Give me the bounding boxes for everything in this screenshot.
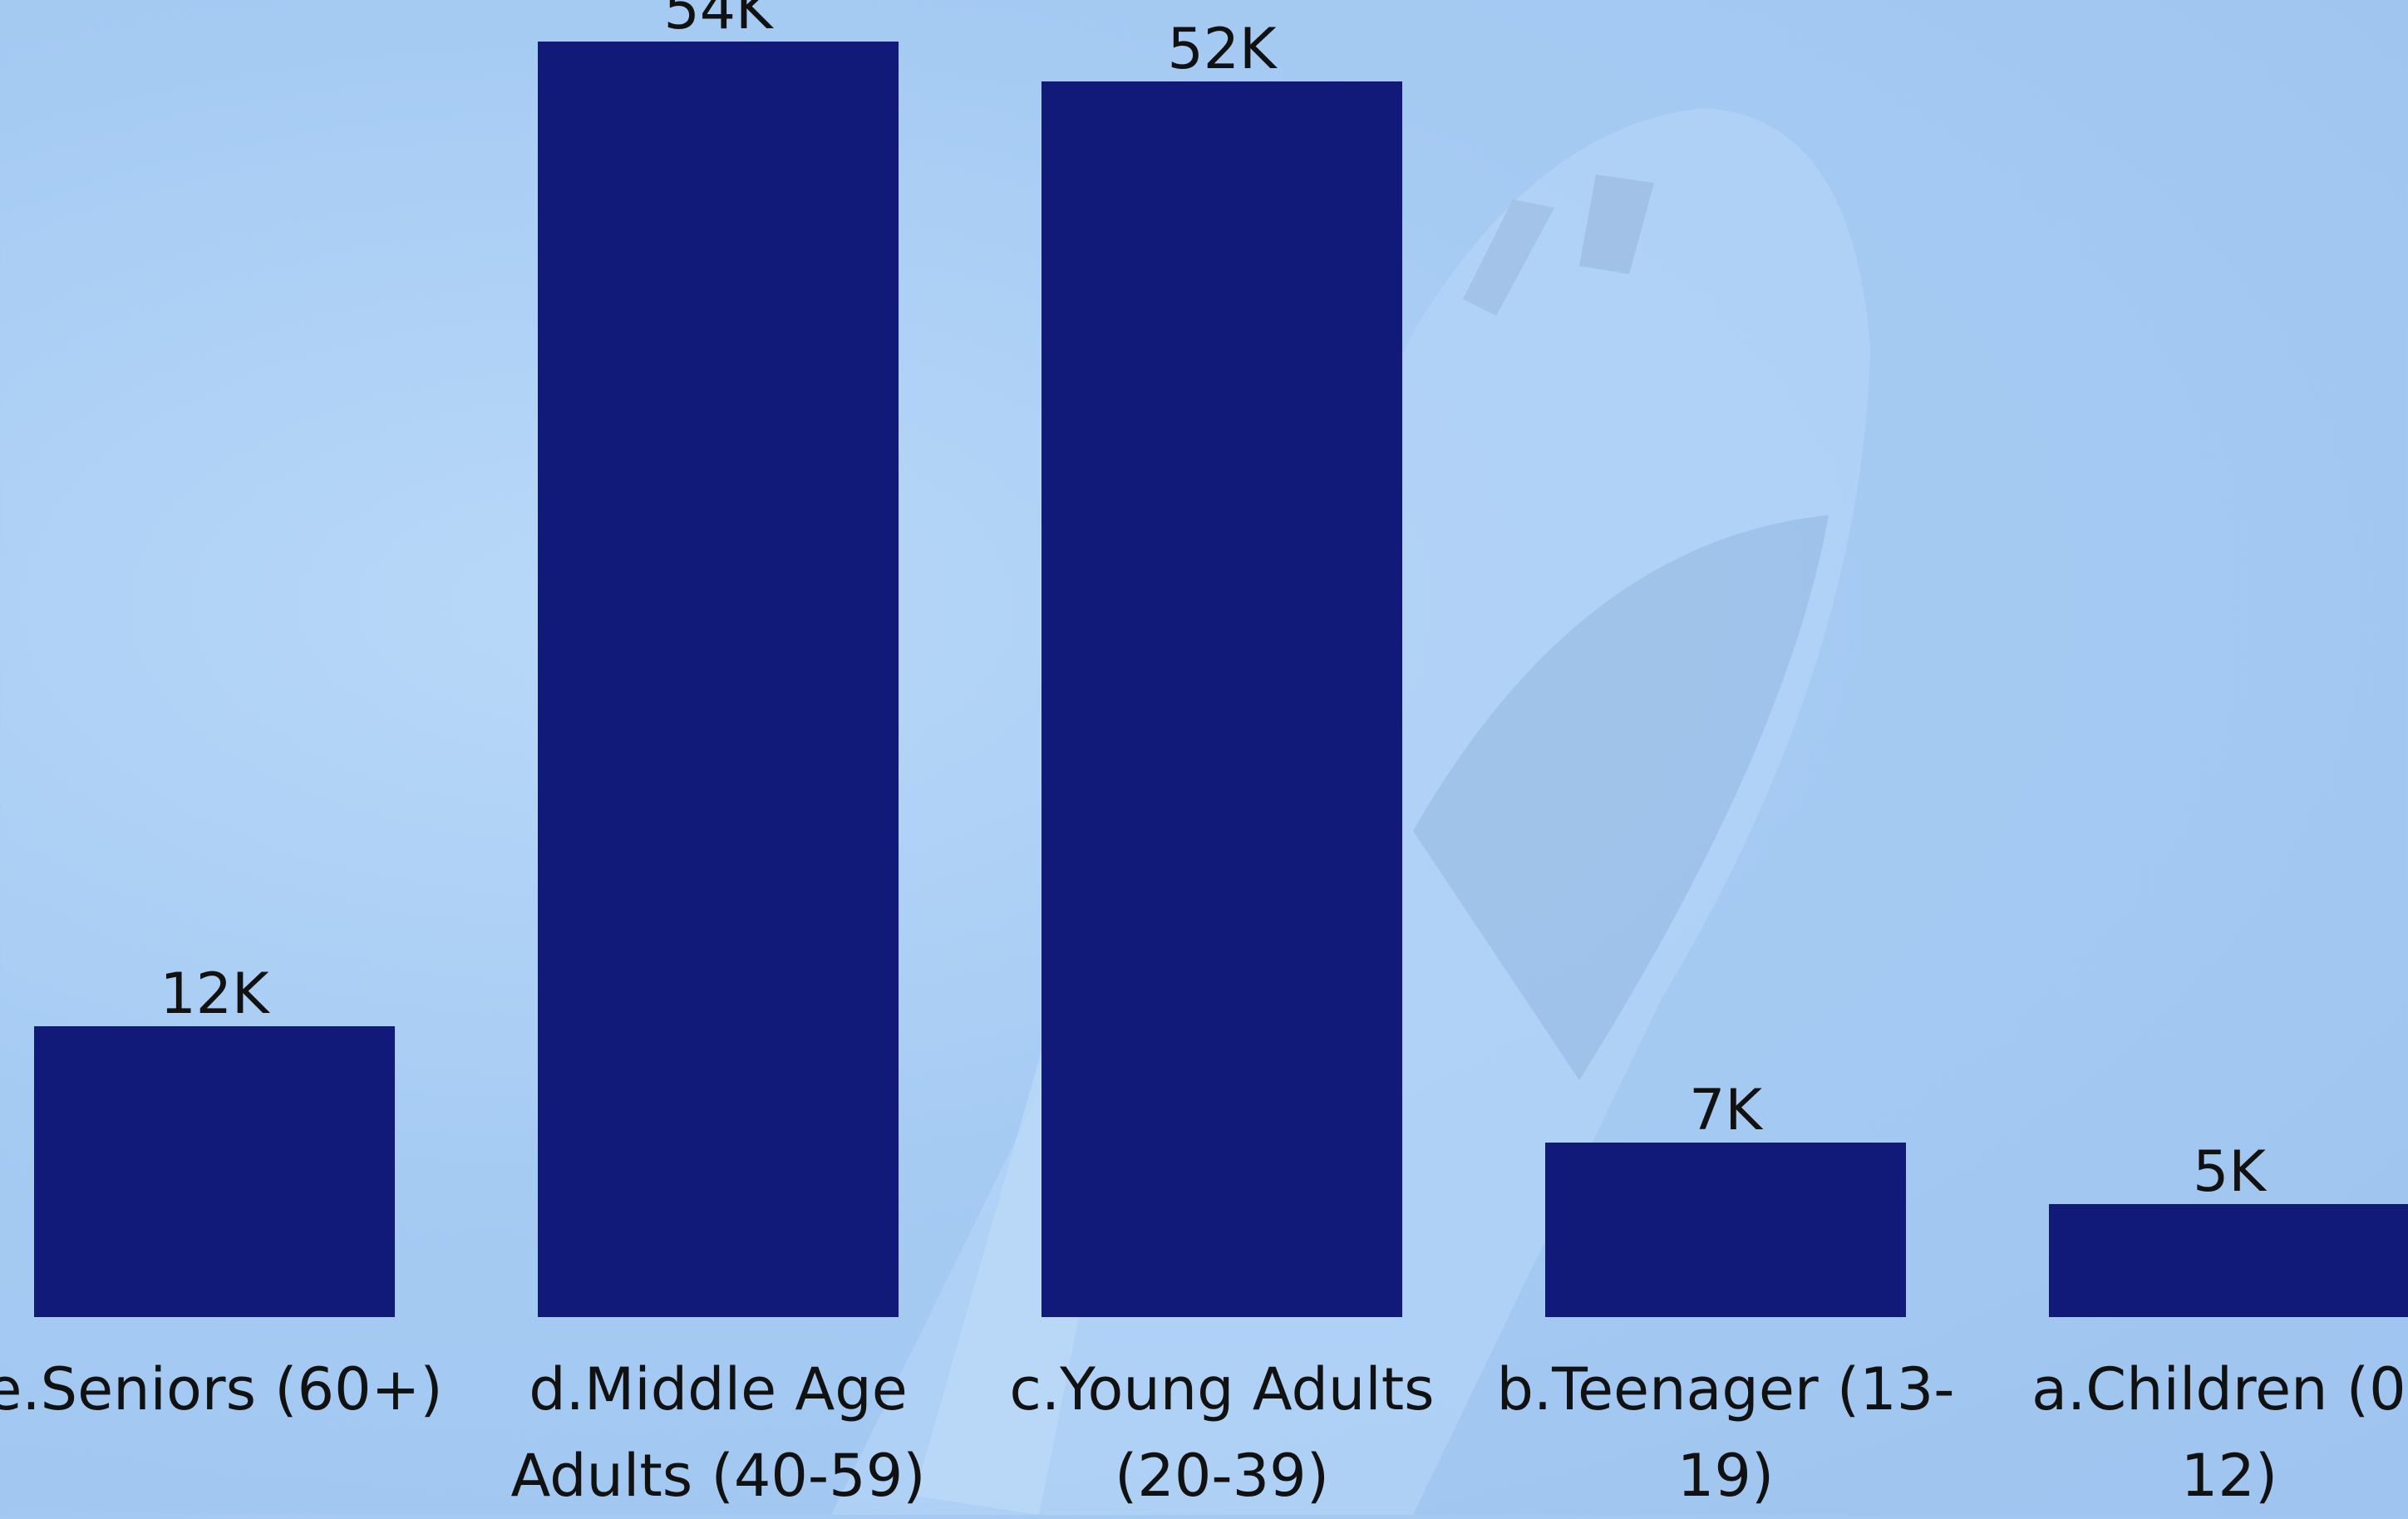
data-label: 12K bbox=[160, 961, 269, 1028]
bar bbox=[1545, 1142, 1906, 1317]
bar bbox=[538, 42, 899, 1317]
x-tick-label: c.Young Adults (20-39) bbox=[1009, 1355, 1435, 1510]
x-tick-label: a.Children (0-12) bbox=[2031, 1355, 2408, 1510]
x-tick-label: b.Teenager (13-19) bbox=[1496, 1355, 1955, 1510]
data-label: 54K bbox=[663, 0, 773, 42]
bar bbox=[2049, 1203, 2408, 1317]
bar bbox=[1041, 81, 1402, 1317]
data-label: 5K bbox=[2193, 1138, 2266, 1205]
data-label: 52K bbox=[1167, 17, 1277, 83]
x-tick-label: e.Seniors (60+) bbox=[0, 1355, 443, 1423]
data-label: 7K bbox=[1689, 1077, 1762, 1143]
x-tick-label: d.Middle Age Adults (40-59) bbox=[510, 1355, 926, 1510]
bar bbox=[34, 1026, 395, 1317]
